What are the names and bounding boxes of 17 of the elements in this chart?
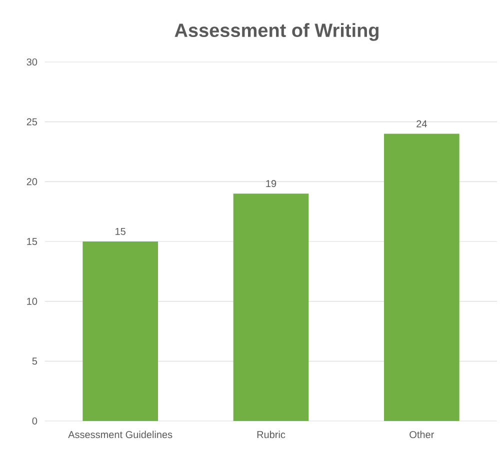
- bar: [82, 242, 158, 421]
- y-tick-label: 5: [32, 358, 38, 365]
- y-tick-label: 25: [26, 118, 38, 126]
- data-label: 15: [116, 228, 126, 235]
- bar: [233, 194, 309, 421]
- y-tick-label: 10: [27, 298, 38, 305]
- chart-title: Assessment of Writing: [174, 23, 378, 41]
- bar: [384, 134, 460, 421]
- x-tick-label: Other: [410, 430, 434, 438]
- y-tick-label: 30: [26, 58, 38, 66]
- x-tick-label: Assessment Guidelines: [68, 430, 172, 438]
- y-tick-label: 20: [26, 178, 38, 186]
- data-label: 19: [266, 180, 276, 188]
- y-tick-label: 15: [27, 238, 38, 245]
- data-label: 24: [416, 120, 427, 128]
- y-tick-label: 0: [32, 417, 38, 425]
- x-tick-label: Rubric: [257, 430, 286, 438]
